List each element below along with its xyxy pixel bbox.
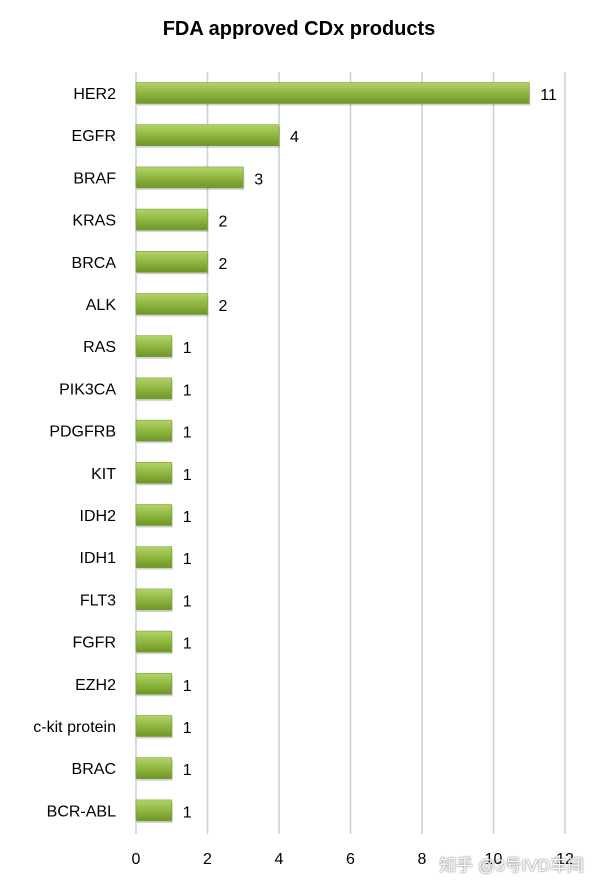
x-tick-label: 6 (346, 851, 355, 868)
category-label: c-kit protein (33, 719, 116, 736)
bar-bcr-abl (135, 799, 173, 822)
data-label: 2 (219, 256, 228, 273)
category-label: RAS (83, 339, 116, 356)
x-tick-label: 12 (556, 851, 574, 868)
data-label: 1 (183, 762, 192, 779)
category-label: FLT3 (80, 592, 116, 609)
x-tick-label: 4 (275, 851, 284, 868)
data-label: 1 (183, 425, 192, 442)
category-label: FGFR (72, 635, 116, 652)
x-tick-label: 0 (132, 851, 141, 868)
category-label: ALK (86, 297, 117, 314)
bar-brac (135, 757, 173, 780)
bar-kit (135, 461, 173, 484)
category-label: HER2 (73, 86, 116, 103)
bar-idh1 (135, 546, 173, 569)
category-label: EGFR (72, 128, 116, 145)
bar-c-kit-protein (135, 715, 173, 737)
data-label: 3 (254, 171, 263, 188)
data-label: 1 (183, 804, 192, 821)
data-label: 1 (183, 509, 192, 526)
data-label: 1 (183, 720, 192, 737)
data-label: 1 (183, 340, 192, 357)
bar-flt3 (135, 588, 173, 611)
category-label: IDH1 (80, 550, 117, 567)
category-label: BRAF (73, 170, 116, 187)
bar-kras (135, 208, 208, 231)
bar-fgfr (135, 630, 173, 653)
x-tick-label: 10 (485, 851, 503, 868)
data-label: 2 (219, 214, 228, 231)
data-label: 1 (183, 593, 192, 610)
category-label: BRCA (72, 255, 117, 272)
bar-pik3ca (135, 377, 173, 400)
data-label: 1 (183, 551, 192, 568)
bar-ras (135, 335, 173, 358)
data-label: 4 (290, 129, 299, 146)
data-label: 1 (183, 636, 192, 653)
bar-braf (135, 166, 244, 189)
bar-idh2 (135, 504, 173, 526)
category-label: PIK3CA (59, 381, 116, 398)
data-label: 1 (183, 382, 192, 399)
category-label: PDGFRB (49, 424, 116, 441)
bar-brca (135, 251, 208, 273)
chart-title: FDA approved CDx products (162, 18, 436, 40)
bar-ezh2 (135, 672, 173, 695)
data-label: 1 (183, 467, 192, 484)
bar-pdgfrb (135, 419, 173, 442)
data-label: 2 (219, 298, 228, 315)
data-label: 11 (540, 87, 557, 104)
category-label: KIT (91, 466, 116, 483)
bar-her2 (135, 82, 530, 104)
category-label: KRAS (72, 213, 116, 230)
bar-alk (135, 293, 208, 315)
watermark: 知乎 @3号IVD车间 (439, 856, 584, 875)
bar-egfr (135, 124, 280, 146)
category-label: IDH2 (80, 508, 117, 525)
category-label: BRAC (72, 761, 116, 778)
x-tick-label: 2 (203, 851, 212, 868)
data-label: 1 (183, 678, 192, 695)
category-label: EZH2 (75, 677, 116, 694)
x-tick-label: 8 (418, 851, 427, 868)
category-label: BCR-ABL (47, 803, 116, 820)
